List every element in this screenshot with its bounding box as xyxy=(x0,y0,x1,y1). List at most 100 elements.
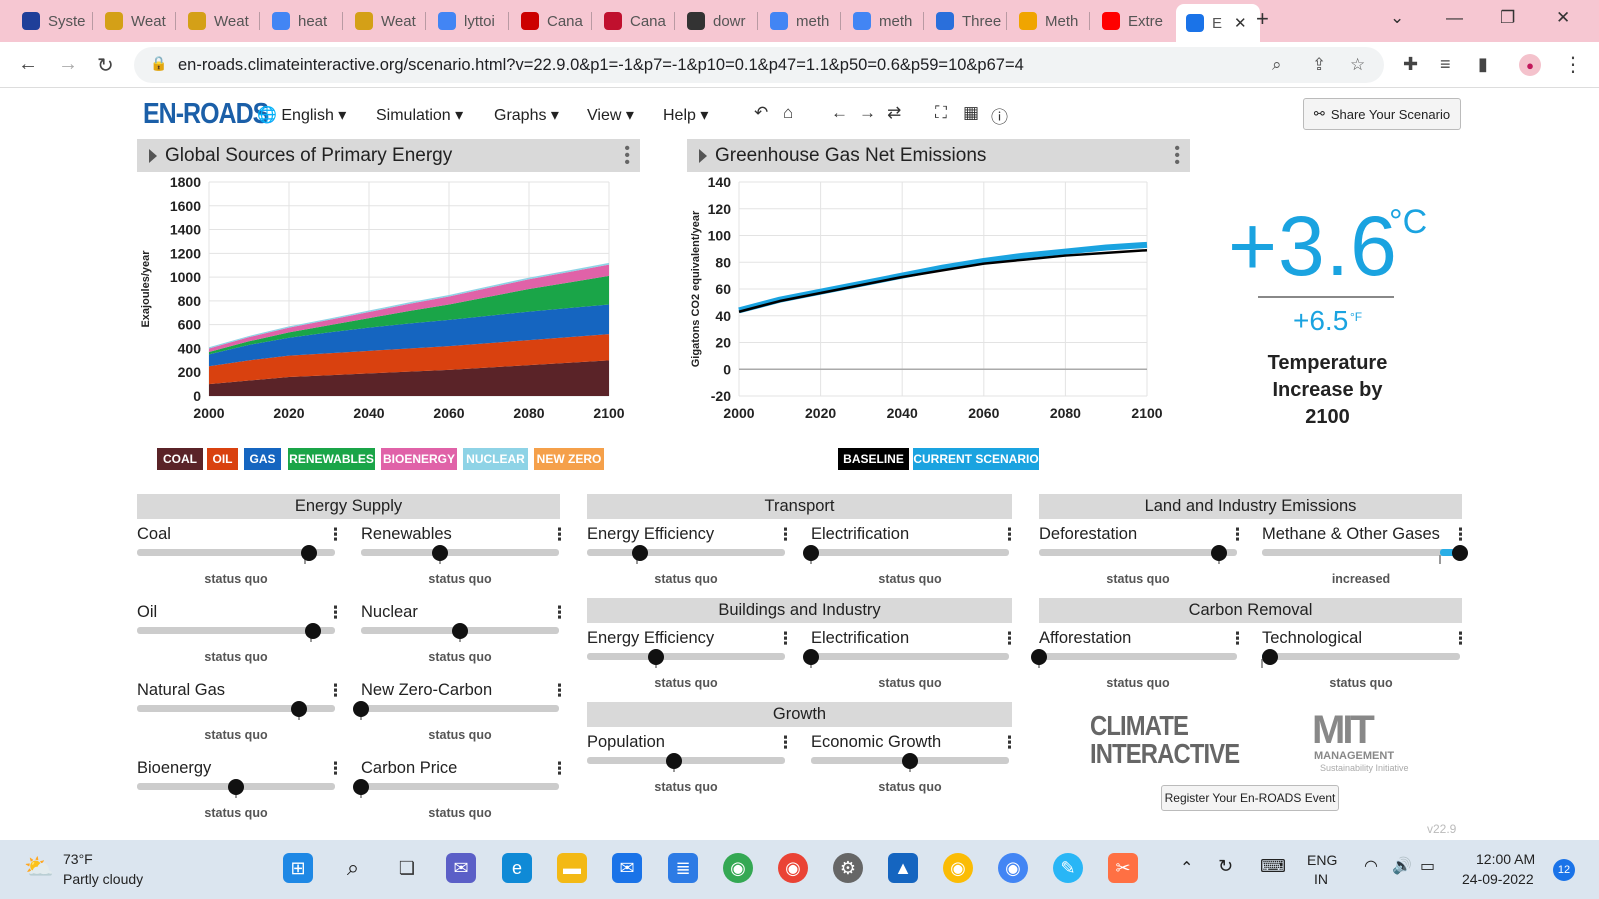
legend-item[interactable]: NUCLEAR xyxy=(463,448,528,470)
restore-button[interactable]: ❐ xyxy=(1500,8,1516,27)
home-icon[interactable]: ⌂ xyxy=(783,103,794,122)
line-series-baseline[interactable] xyxy=(738,248,1148,313)
slider-handle[interactable] xyxy=(228,779,244,795)
browser-tab[interactable]: Weat xyxy=(178,6,256,36)
slider-options-icon[interactable]: ⋮ xyxy=(327,681,344,700)
omnibox[interactable]: 🔒 en-roads.climateinteractive.org/scenar… xyxy=(134,47,1384,83)
slider-handle[interactable] xyxy=(432,545,449,561)
help-menu[interactable]: Help ▾ xyxy=(663,107,709,124)
browser-tab[interactable]: Cana xyxy=(594,6,672,36)
share-icon[interactable]: ⇪ xyxy=(1312,55,1327,74)
en-roads-logo[interactable]: EN-ROADS xyxy=(143,97,269,131)
paint-icon[interactable]: ✎ xyxy=(1053,853,1083,883)
slider-handle[interactable] xyxy=(902,753,918,769)
browser-tab[interactable]: Syste xyxy=(12,6,90,36)
notification-badge[interactable]: 12 xyxy=(1553,859,1575,881)
slider-handle[interactable] xyxy=(301,545,318,561)
mail-icon[interactable]: ✉ xyxy=(612,853,642,883)
table-icon[interactable]: ▦ xyxy=(963,103,980,122)
slider-handle[interactable] xyxy=(1261,649,1278,665)
sync-icon[interactable]: ↻ xyxy=(1218,856,1234,876)
chat-icon[interactable]: ✉ xyxy=(446,853,476,883)
weather-temp[interactable]: 73°F xyxy=(63,851,93,867)
tab-search-icon[interactable]: ⌄ xyxy=(1390,8,1405,27)
start-icon[interactable]: ⊞ xyxy=(283,853,313,883)
chrome-profile-2-icon[interactable]: ◉ xyxy=(943,853,973,883)
chrome-icon[interactable]: ◉ xyxy=(723,853,753,883)
more-options-icon[interactable]: • • • xyxy=(624,140,630,171)
bookmark-star-icon[interactable]: ☆ xyxy=(1350,55,1366,74)
legend-item[interactable]: RENEWABLES xyxy=(288,448,375,470)
right-graph-header[interactable]: Greenhouse Gas Net Emissions • • • xyxy=(687,139,1190,172)
emissions-chart[interactable]: 2000 2020 2040 2060 2080 2100-200204060801001… xyxy=(687,176,1187,436)
slider-handle[interactable] xyxy=(803,545,819,561)
media-control-icon[interactable]: ≡ xyxy=(1440,54,1451,74)
slider-options-icon[interactable]: ⋮ xyxy=(777,525,794,544)
slider-handle[interactable] xyxy=(666,753,683,769)
slider-track[interactable] xyxy=(361,549,559,556)
weather-icon[interactable]: ⛅ xyxy=(24,854,54,881)
legend-item[interactable]: CURRENT SCENARIO xyxy=(913,448,1039,470)
slider-track[interactable] xyxy=(1262,549,1460,556)
back-icon[interactable]: ← xyxy=(18,53,38,75)
file-explorer-icon[interactable]: ▬ xyxy=(557,853,587,883)
area-series-renewables[interactable] xyxy=(209,275,609,355)
slider-track[interactable] xyxy=(587,757,785,764)
browser-tab[interactable]: lyttoi xyxy=(428,6,506,36)
slider-options-icon[interactable]: ⋮ xyxy=(327,603,344,622)
slider-options-icon[interactable]: ⋮ xyxy=(1001,525,1018,544)
clock-time[interactable]: 12:00 AM xyxy=(1476,851,1536,867)
chrome-active-icon[interactable]: ◉ xyxy=(998,853,1028,883)
legend-item[interactable]: GAS xyxy=(244,448,281,470)
slider-handle[interactable] xyxy=(1452,545,1468,561)
browser-tab[interactable]: Meth xyxy=(1009,6,1087,36)
slider-handle[interactable] xyxy=(305,623,322,639)
slider-handle[interactable] xyxy=(803,649,819,665)
slider-handle[interactable] xyxy=(648,649,665,665)
slider-options-icon[interactable]: ⋮ xyxy=(327,759,344,778)
reload-icon[interactable]: ↻ xyxy=(97,55,114,77)
simulation-menu[interactable]: Simulation ▾ xyxy=(376,107,464,124)
left-graph-header[interactable]: Global Sources of Primary Energy • • • xyxy=(137,139,640,172)
language-code[interactable]: ENG xyxy=(1307,852,1338,868)
expand-triangle-icon[interactable] xyxy=(699,149,707,163)
slider-options-icon[interactable]: ⋮ xyxy=(1229,525,1246,544)
slider-handle[interactable] xyxy=(353,701,369,717)
browser-menu-icon[interactable]: ⋮ xyxy=(1563,54,1583,76)
area-series-gas[interactable] xyxy=(209,304,609,367)
keyboard-icon[interactable]: ⌨ xyxy=(1260,856,1286,876)
forward-icon[interactable]: → xyxy=(58,53,78,75)
slider-options-icon[interactable]: ⋮ xyxy=(1229,629,1246,648)
slider-options-icon[interactable]: ⋮ xyxy=(1452,629,1469,648)
slider-options-icon[interactable]: ⋮ xyxy=(551,603,568,622)
search-icon[interactable]: ⌕ xyxy=(346,855,360,880)
area-series-coal[interactable] xyxy=(209,360,609,396)
browser-tab[interactable]: heat xyxy=(262,6,340,36)
primary-energy-chart[interactable]: 2000 2020 2040 2060 2080 2100 0 200 400 600 800 100… xyxy=(137,176,637,436)
slider-options-icon[interactable]: ⋮ xyxy=(551,681,568,700)
view-menu[interactable]: View ▾ xyxy=(587,107,634,124)
zoom-icon[interactable]: ⌕ xyxy=(1272,55,1282,74)
settings-icon[interactable]: ⚙ xyxy=(833,853,863,883)
slider-options-icon[interactable]: ⋮ xyxy=(1001,733,1018,752)
photos-icon[interactable]: ▲ xyxy=(888,853,918,883)
slider-track[interactable] xyxy=(137,549,335,556)
slider-track[interactable] xyxy=(587,549,785,556)
legend-item[interactable]: BASELINE xyxy=(838,448,909,470)
slider-track[interactable] xyxy=(811,653,1009,660)
browser-tab[interactable]: Cana xyxy=(511,6,589,36)
extensions-icon[interactable]: ✚ xyxy=(1403,54,1419,74)
fullscreen-icon[interactable]: ⛶ xyxy=(935,103,947,122)
slider-options-icon[interactable]: ⋮ xyxy=(777,733,794,752)
slider-track[interactable] xyxy=(137,627,335,634)
chrome-profile-icon[interactable]: ◉ xyxy=(778,853,808,883)
area-series-oil[interactable] xyxy=(209,334,609,385)
info-icon[interactable]: ⓘ xyxy=(991,108,1008,127)
url-text[interactable]: en-roads.climateinteractive.org/scenario… xyxy=(178,55,1024,74)
slider-options-icon[interactable]: ⋮ xyxy=(777,629,794,648)
language-menu[interactable]: 🌐 English ▾ xyxy=(257,107,347,124)
close-tab-icon[interactable]: ✕ xyxy=(1234,15,1247,32)
legend-item[interactable]: COAL xyxy=(157,448,203,470)
slider-options-icon[interactable]: ⋮ xyxy=(1001,629,1018,648)
new-tab-button[interactable]: + xyxy=(1256,6,1269,31)
